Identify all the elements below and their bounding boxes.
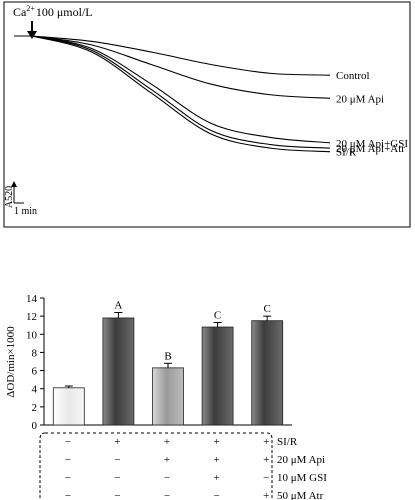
treatment-label: 10 μM GSI — [277, 472, 327, 484]
treatment-table: − + + + + SI/R− − + + +20 μM Api− − − + −10 μM GSI− − −… — [39, 432, 327, 500]
treatment-sign: + — [263, 436, 269, 448]
bar — [102, 317, 135, 426]
treatment-sign: + — [114, 436, 120, 448]
treatment-sign: + — [213, 436, 219, 448]
treatment-sign: − — [213, 490, 219, 500]
trace-label: 20 μM Api+Atr — [336, 143, 405, 155]
y-tick-label: 2 — [32, 402, 38, 414]
treatment-sign: − — [65, 436, 71, 448]
trace-line — [14, 35, 331, 149]
y-tick-label: 8 — [32, 347, 38, 359]
right-bracket — [266, 432, 273, 500]
treatment-label: SI/R — [277, 436, 298, 448]
y-tick-label: 6 — [32, 366, 38, 378]
treatment-label: 20 μM Api — [277, 454, 325, 466]
arrow-down-icon — [27, 21, 37, 39]
treatment-sign: + — [164, 436, 170, 448]
treatment-label: 50 μM Atr — [277, 490, 324, 500]
bar — [201, 326, 234, 426]
trace-label: SI/R — [336, 147, 357, 159]
trace-line — [14, 35, 331, 144]
calcium-annotation: Ca2+100 μmol/L — [13, 4, 93, 19]
treatment-sign: − — [114, 490, 120, 500]
trace-label: Control — [336, 70, 370, 82]
treatment-sign: + — [213, 472, 219, 484]
trace-line — [14, 35, 331, 153]
y-tick-label: 4 — [32, 384, 38, 396]
treatment-sign: − — [65, 454, 71, 466]
trace-line — [14, 35, 331, 99]
y-tick-label: 0 — [32, 420, 38, 432]
bar-panel: ΔOD/min×1000 0 2 4 6 8 10 12 14 A B C C − + + + + SI/R −… — [5, 293, 327, 500]
bar-ylabel: ΔOD/min×1000 — [5, 326, 17, 398]
treatment-sign: − — [65, 472, 71, 484]
ylabel-a520: A520 — [4, 186, 15, 208]
bar — [52, 387, 85, 426]
y-tick-label: 10 — [26, 329, 38, 341]
treatment-sign: − — [114, 472, 120, 484]
trace-line — [14, 35, 331, 76]
bar — [251, 320, 284, 426]
trace-panel: Ca2+100 μmol/L Control 20 μM Api 20 μM Api… — [3, 1, 411, 228]
trace-panel-frame — [3, 1, 411, 228]
significance-letter: C — [214, 309, 221, 321]
treatment-sign: − — [65, 490, 71, 500]
significance-letter: B — [164, 350, 171, 362]
treatment-sign: + — [263, 454, 269, 466]
bar — [152, 367, 184, 426]
significance-letter: C — [264, 303, 271, 315]
scale-label: 1 min — [14, 206, 37, 217]
trace-label: 20 μM Api — [336, 93, 384, 105]
treatment-sign: − — [164, 472, 170, 484]
y-tick-label: 14 — [26, 293, 38, 305]
significance-letter: A — [114, 300, 122, 312]
y-tick-label: 12 — [26, 311, 37, 323]
treatment-sign: − — [114, 454, 120, 466]
treatment-sign: + — [164, 454, 170, 466]
trace-lines — [14, 35, 331, 153]
bars: A B C C — [52, 300, 284, 426]
scale-bar: A520 1 min — [4, 181, 37, 217]
treatment-sign: + — [213, 454, 219, 466]
treatment-sign: − — [164, 490, 170, 500]
left-bracket — [39, 432, 46, 500]
treatment-sign: + — [263, 490, 269, 500]
trace-label: 20 μM Api+GSI — [336, 138, 408, 150]
treatment-sign: − — [263, 472, 269, 484]
